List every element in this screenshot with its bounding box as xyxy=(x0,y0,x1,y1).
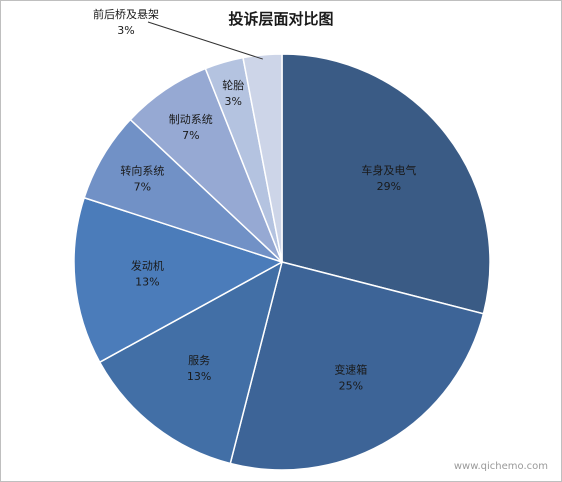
slice-label: 转向系统 xyxy=(120,163,164,177)
pie-slice xyxy=(229,261,485,471)
slice-percent: 25% xyxy=(339,379,363,392)
pie-slice xyxy=(242,53,283,263)
slice-label: 车身及电气 xyxy=(361,163,416,177)
watermark: www.qichemo.com xyxy=(453,461,548,472)
pie-slice xyxy=(281,53,491,315)
slice-percent: 3% xyxy=(225,95,242,108)
slice-percent: 29% xyxy=(377,180,401,193)
pie-slice xyxy=(73,196,284,364)
chart-title: 投诉层面对比图 xyxy=(228,10,334,28)
leader-line xyxy=(147,21,263,60)
slice-percent: 7% xyxy=(134,180,151,193)
slice-label: 轮胎 xyxy=(222,78,244,92)
slice-label: 发动机 xyxy=(131,259,164,273)
pie-slice xyxy=(98,260,284,465)
slice-percent: 7% xyxy=(182,129,199,142)
slice-percent: 13% xyxy=(135,276,159,289)
slice-label: 变速箱 xyxy=(334,362,367,376)
slice-label: 前后桥及悬架 xyxy=(93,7,159,21)
slice-label: 服务 xyxy=(188,354,210,367)
slice-percent: 13% xyxy=(187,370,211,383)
slice-label: 制动系统 xyxy=(169,113,213,126)
slice-percent: 3% xyxy=(117,24,134,37)
